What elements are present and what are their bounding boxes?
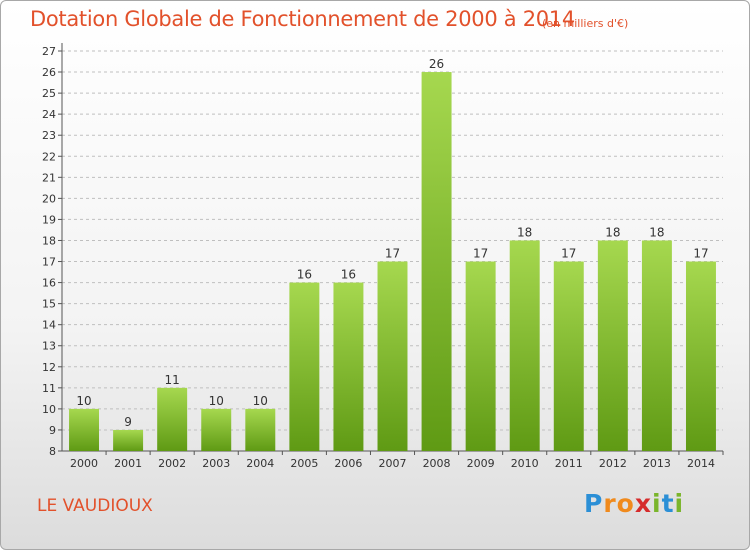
x-tick-label: 2005 (290, 457, 318, 470)
logo-letter: r (603, 489, 617, 518)
y-tick-label: 11 (42, 382, 56, 395)
bar (597, 240, 628, 451)
bar-value-label: 26 (429, 57, 444, 71)
x-tick-label: 2001 (114, 457, 142, 470)
bar (377, 261, 408, 451)
bars (69, 72, 716, 451)
x-tick-label: 2008 (423, 457, 451, 470)
logo-letter: o (616, 489, 635, 518)
x-tick-label: 2000 (70, 457, 98, 470)
bar-value-label: 10 (253, 394, 268, 408)
bar-value-label: 18 (649, 225, 664, 239)
x-tick-label: 2003 (202, 457, 230, 470)
bar (509, 240, 540, 451)
y-tick-label: 14 (42, 319, 56, 332)
bar-value-label: 16 (297, 268, 312, 282)
bar (157, 387, 188, 451)
y-tick-label: 16 (42, 277, 56, 290)
bar-value-label: 10 (209, 394, 224, 408)
y-tick-label: 9 (49, 424, 56, 437)
y-tick-label: 24 (42, 108, 56, 121)
axes: 8 9 10 11 12 13 14 15 16 17 18 19 20 21 22 23 24 25 26 27 (42, 43, 724, 458)
chart-title: Dotation Globale de Fonctionnement de 20… (30, 7, 575, 31)
y-tick-label: 26 (42, 66, 56, 79)
y-tick-label: 25 (42, 87, 56, 100)
y-tick-label: 27 (42, 45, 56, 58)
x-tick-label: 2013 (643, 457, 671, 470)
x-tick-label: 2011 (555, 457, 583, 470)
y-tick-label: 10 (42, 403, 56, 416)
bar (553, 261, 584, 451)
logo-letter: P (584, 489, 604, 518)
logo-letter: i (652, 489, 662, 518)
bar (641, 240, 672, 451)
x-tick-label: 2004 (246, 457, 274, 470)
y-tick-label: 20 (42, 192, 56, 205)
bar-value-label: 11 (165, 373, 180, 387)
x-tick-label: 2010 (511, 457, 539, 470)
bar-value-label: 10 (76, 394, 91, 408)
proxiti-logo[interactable]: Proxiti (584, 489, 684, 518)
bar (201, 408, 232, 451)
y-tick-label: 13 (42, 340, 56, 353)
y-tick-label: 15 (42, 298, 56, 311)
x-tick-label: 2009 (467, 457, 495, 470)
logo-letter: t (661, 489, 675, 518)
x-tick-label: 2012 (599, 457, 627, 470)
bar-value-label: 17 (561, 247, 576, 261)
y-tick-label: 18 (42, 234, 56, 247)
bar-value-label: 17 (473, 247, 488, 261)
logo-letter: x (634, 489, 652, 518)
bar (289, 282, 320, 451)
bar (245, 408, 276, 451)
y-tick-label: 12 (42, 361, 56, 374)
x-tick-label: 2014 (687, 457, 715, 470)
bar-value-label: 18 (605, 225, 620, 239)
y-tick-label: 8 (49, 445, 56, 458)
bar-value-label: 18 (517, 225, 532, 239)
bar (333, 282, 364, 451)
y-tick-label: 17 (42, 256, 56, 269)
bar-value-label: 9 (124, 415, 132, 429)
y-tick-label: 22 (42, 150, 56, 163)
bar (69, 408, 100, 451)
bar (113, 429, 144, 451)
y-tick-label: 23 (42, 129, 56, 142)
x-tick-label: 2002 (158, 457, 186, 470)
x-tick-label: 2006 (334, 457, 362, 470)
y-tick-label: 19 (42, 213, 56, 226)
labels: 10 2000 9 2001 11 2002 10 2003 10 2004 16 2005 16 200… (70, 57, 715, 470)
y-tick-label: 21 (42, 171, 56, 184)
bar (685, 261, 716, 451)
bar (421, 72, 452, 451)
x-tick-label: 2007 (379, 457, 407, 470)
commune-name: LE VAUDIOUX (37, 496, 153, 516)
logo-letter: i (674, 489, 685, 518)
bar (465, 261, 496, 451)
bar-value-label: 16 (341, 268, 356, 282)
chart-subtitle: (en milliers d'€) (542, 17, 629, 30)
bar-value-label: 17 (385, 247, 400, 261)
bar-value-label: 17 (693, 247, 708, 261)
